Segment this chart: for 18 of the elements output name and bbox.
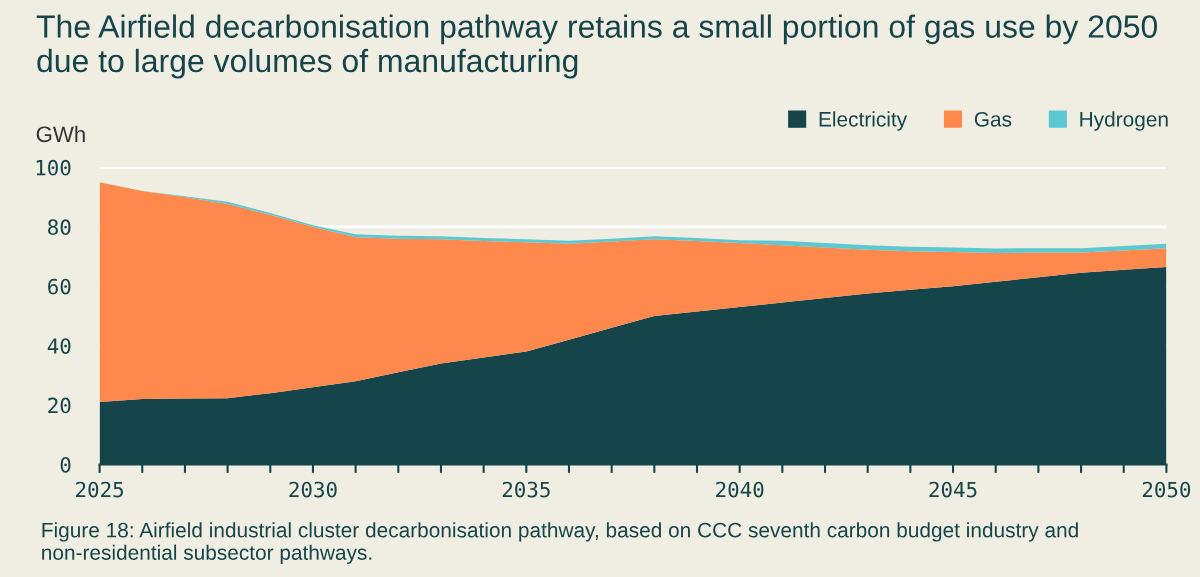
chart-title: The Airfield decarbonisation pathway retains a small portion of gas use by 2050 due to large volumes of manufacturing [36,14,1158,79]
legend-label: Hydrogen [1080,111,1168,131]
y-tick-label: 20 [48,397,71,414]
y-axis-title: GWh [36,125,85,143]
caption: Figure 18: Airfield industrial cluster decarbonisation pathway, based on CCC seventh carbon budget industry and non-residential subsector pathways. [42,522,1078,565]
x-tick-label: 2045 [929,481,977,498]
x-tick-label: 2035 [502,481,550,498]
legend-label: Gas [974,111,1012,127]
y-tick-label: 40 [47,338,71,354]
y-tick-label: 60 [48,278,71,295]
x-tick-label: 2025 [76,481,124,498]
y-tick-label: 100 [36,159,71,176]
y-tick-label: 0 [60,456,71,473]
x-tick-label: 2050 [1142,481,1191,498]
x-tick-label: 2040 [716,481,764,498]
y-tick-label: 80 [48,219,71,236]
legend-label: Electricity [819,111,908,131]
x-tick-label: 2030 [289,481,337,498]
